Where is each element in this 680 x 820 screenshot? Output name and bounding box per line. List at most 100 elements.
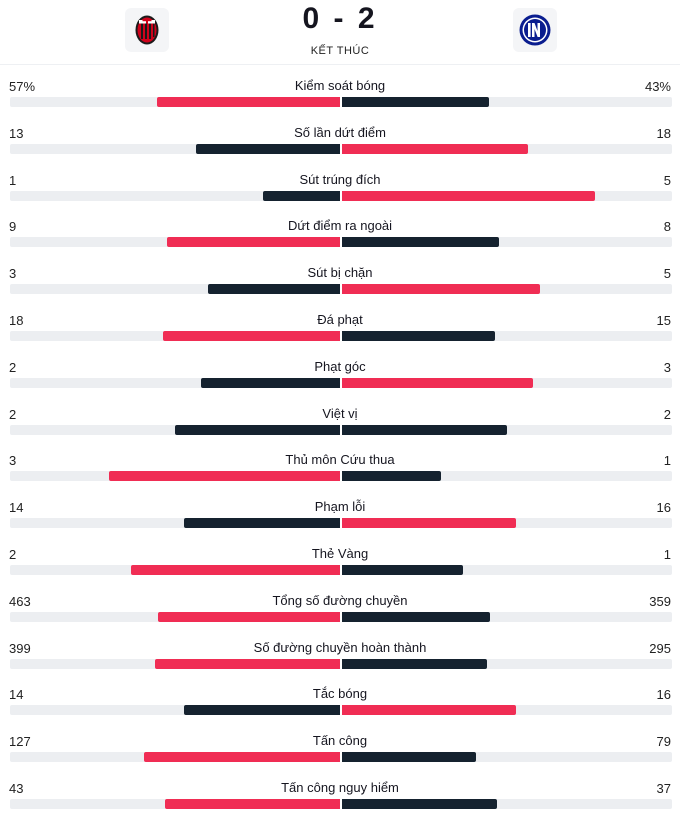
home-stat-bar <box>263 190 340 201</box>
away-stat-value: 43% <box>644 79 671 94</box>
match-score: 0 - 2 <box>302 2 378 35</box>
match-header: 0 - 2 KẾT THÚC <box>0 0 680 65</box>
away-stat-bar <box>342 237 499 248</box>
away-stat-bar <box>342 705 516 716</box>
stat-label: Tắc bóng <box>312 686 368 702</box>
home-stat-value: 3 <box>9 453 17 469</box>
away-stat-value: 359 <box>649 593 671 609</box>
home-stat-bar-track <box>10 658 340 669</box>
away-stat-value: 79 <box>656 734 671 750</box>
home-stat-bar <box>109 471 340 482</box>
away-stat-bar <box>342 658 487 669</box>
stat-row: 127 Tấn công 79 <box>0 725 680 772</box>
away-stat-value: 1 <box>663 453 671 469</box>
away-stat-bar-track <box>342 471 672 482</box>
home-stat-bar <box>175 424 340 435</box>
stat-label: Sút bị chặn <box>307 265 373 281</box>
away-stat-bar <box>342 377 533 388</box>
home-stat-value: 14 <box>9 500 24 516</box>
away-team-crest[interactable] <box>513 8 557 52</box>
home-stat-bar-track <box>10 190 340 201</box>
away-stat-bar <box>342 190 595 201</box>
away-stat-bar <box>342 330 495 341</box>
home-stat-bar-track <box>10 97 340 107</box>
stat-row: 57% Kiểm soát bóng 43% <box>0 70 680 117</box>
home-stat-bar-track <box>10 752 340 763</box>
stat-label: Tấn công nguy hiểm <box>281 779 399 795</box>
home-stat-bar <box>163 330 340 341</box>
home-stat-bar-track <box>10 705 340 716</box>
home-stat-bar <box>167 237 340 248</box>
away-stat-bar-track <box>342 518 672 529</box>
home-stat-bar <box>196 143 340 154</box>
home-stat-bar <box>184 518 340 529</box>
away-stat-bar-track <box>342 330 672 341</box>
stat-label: Số đường chuyền hoàn thành <box>253 639 427 655</box>
home-stat-bar-track <box>10 518 340 529</box>
home-stat-value: 127 <box>9 734 31 750</box>
away-stat-bar <box>342 752 476 763</box>
away-stat-value: 295 <box>649 640 671 656</box>
home-stat-bar <box>201 377 340 388</box>
away-stat-value: 18 <box>656 125 671 141</box>
stat-row: 18 Đá phạt 15 <box>0 304 680 351</box>
stat-row: 2 Phạt góc 3 <box>0 351 680 398</box>
away-stat-bar-track <box>342 424 672 435</box>
stat-row: 3 Sút bị chặn 5 <box>0 257 680 304</box>
home-stat-value: 399 <box>9 640 31 656</box>
home-team-crest[interactable] <box>125 8 169 52</box>
home-stat-value: 18 <box>9 312 24 328</box>
away-stat-bar <box>342 424 507 435</box>
stat-label: Việt vị <box>322 405 358 421</box>
home-stat-bar-track <box>10 798 340 809</box>
away-stat-value: 16 <box>656 500 671 516</box>
stat-row: 13 Số lần dứt điểm 18 <box>0 117 680 164</box>
match-stats-list: 57% Kiểm soát bóng 43% 13 Số lần dứt điể… <box>0 70 680 819</box>
away-stat-value: 5 <box>663 172 671 188</box>
home-stat-value: 2 <box>9 546 17 562</box>
stat-label: Tấn công <box>312 733 368 749</box>
stat-label: Phạt góc <box>314 358 366 374</box>
home-stat-value: 3 <box>9 266 17 282</box>
away-stat-bar-track <box>342 752 672 763</box>
stat-label: Kiểm soát bóng <box>294 78 386 93</box>
away-stat-value: 8 <box>663 219 671 235</box>
home-stat-bar-track <box>10 611 340 622</box>
away-stat-value: 2 <box>663 406 671 422</box>
stat-label: Dứt điểm ra ngoài <box>287 218 393 234</box>
stat-row: 2 Việt vị 2 <box>0 398 680 445</box>
stat-row: 14 Tắc bóng 16 <box>0 678 680 725</box>
home-stat-bar-track <box>10 424 340 435</box>
stat-row: 463 Tổng số đường chuyền 359 <box>0 585 680 632</box>
away-stat-bar-track <box>342 143 672 154</box>
home-stat-bar-track <box>10 237 340 248</box>
home-stat-value: 13 <box>9 125 24 141</box>
home-stat-value: 1 <box>9 172 17 188</box>
away-stat-bar <box>342 518 516 529</box>
stat-row: 399 Số đường chuyền hoàn thành 295 <box>0 632 680 679</box>
stat-label: Thủ môn Cứu thua <box>285 452 395 468</box>
stat-label: Thẻ Vàng <box>311 545 369 561</box>
away-stat-bar <box>342 471 441 482</box>
home-stat-value: 43 <box>9 780 24 796</box>
home-stat-bar-track <box>10 377 340 388</box>
home-stat-bar <box>157 97 340 107</box>
away-stat-value: 5 <box>663 266 671 282</box>
away-stat-bar-track <box>342 705 672 716</box>
away-stat-bar <box>342 564 463 575</box>
home-stat-bar <box>158 611 340 622</box>
home-stat-bar-track <box>10 471 340 482</box>
away-stat-bar <box>342 97 489 107</box>
home-stat-bar-track <box>10 564 340 575</box>
home-stat-bar-track <box>10 284 340 295</box>
away-stat-bar-track <box>342 97 672 107</box>
home-stat-bar <box>144 752 340 763</box>
stat-row: 9 Dứt điểm ra ngoài 8 <box>0 210 680 257</box>
away-stat-bar-track <box>342 658 672 669</box>
home-stat-value: 463 <box>9 593 31 609</box>
stat-label: Tổng số đường chuyền <box>272 592 408 608</box>
home-stat-bar <box>155 658 340 669</box>
away-stat-bar-track <box>342 237 672 248</box>
stat-row: 43 Tấn công nguy hiểm 37 <box>0 772 680 819</box>
away-stat-value: 15 <box>656 312 671 328</box>
